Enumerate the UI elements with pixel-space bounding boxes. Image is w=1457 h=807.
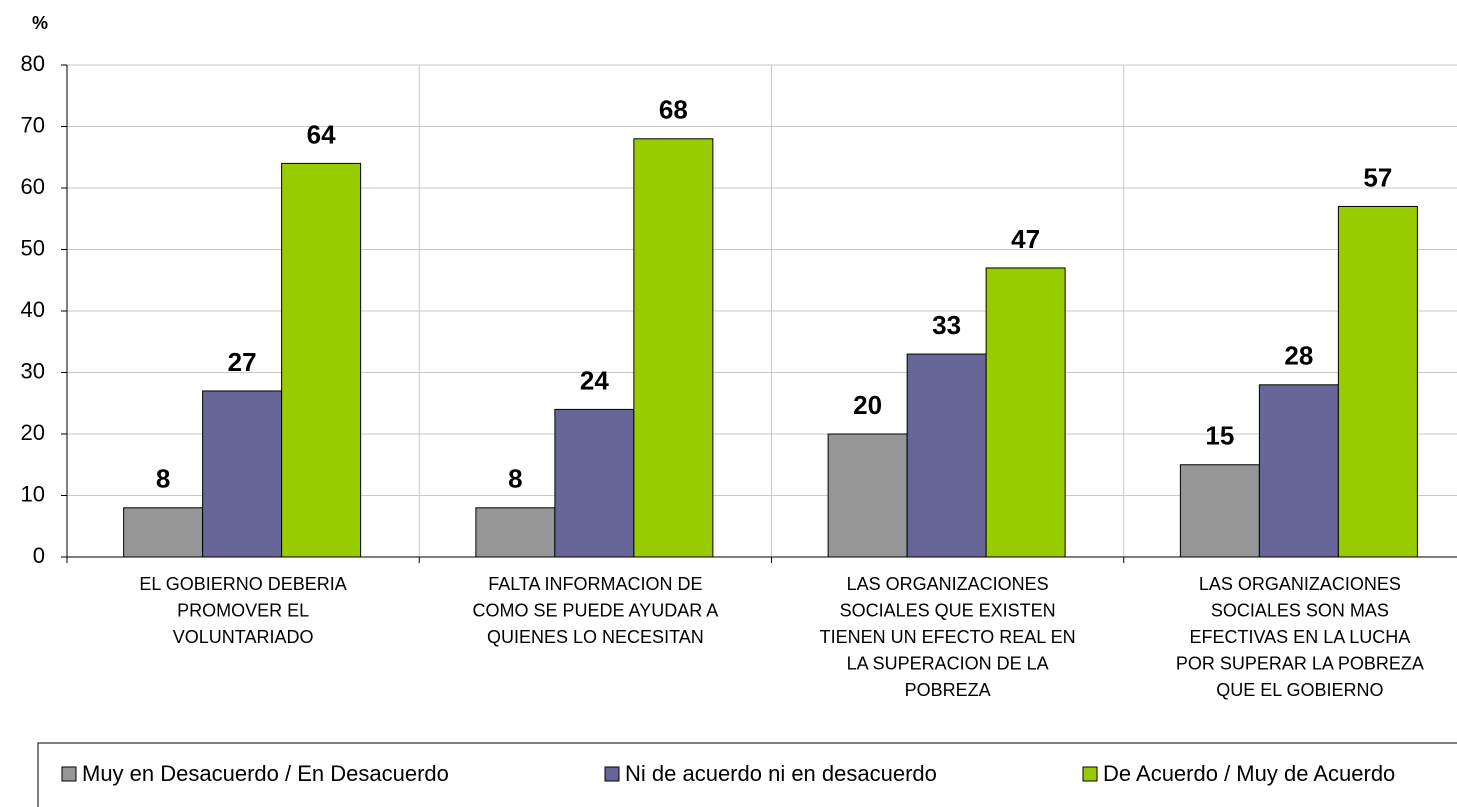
bar xyxy=(202,390,283,558)
data-label: 27 xyxy=(228,347,257,377)
data-label: 15 xyxy=(1205,421,1234,451)
legend-swatch xyxy=(604,766,620,782)
bar xyxy=(554,408,635,558)
x-tick-label-line: TIENEN UN EFECTO REAL EN xyxy=(820,627,1076,647)
x-tick-label-line: FALTA INFORMACION DE xyxy=(488,574,702,594)
y-tick-label: 50 xyxy=(21,235,45,260)
bar xyxy=(1258,384,1339,558)
x-tick-label: EL GOBIERNO DEBERIA PROMOVER EL VOLUNTARIA… xyxy=(139,574,346,647)
x-tick-label-line: EFECTIVAS EN LA LUCHA xyxy=(1190,627,1411,647)
data-label: 8 xyxy=(156,464,170,494)
data-label: 47 xyxy=(1011,224,1040,254)
data-label: 28 xyxy=(1284,341,1313,371)
x-tick-label-line: VOLUNTARIADO xyxy=(173,627,314,647)
x-tick-label-line: LA SUPERACION DE LA xyxy=(847,653,1049,673)
y-axis-label: % xyxy=(32,13,48,33)
legend-swatch xyxy=(61,766,77,782)
x-tick-label-line: EL GOBIERNO DEBERIA xyxy=(139,574,346,594)
x-tick-label-line: QUIENES LO NECESITAN xyxy=(487,627,704,647)
legend-label: De Acuerdo / Muy de Acuerdo xyxy=(1103,761,1395,786)
data-label: 64 xyxy=(307,119,336,149)
y-tick-label: 0 xyxy=(33,543,45,568)
y-tick-label: 40 xyxy=(21,297,45,322)
x-tick-label-line: PROMOVER EL xyxy=(177,600,309,620)
x-tick-label-line: QUE EL GOBIERNO xyxy=(1216,680,1383,700)
data-label: 33 xyxy=(932,310,961,340)
x-tick-label: LAS ORGANIZACIONES SOCIALES SON MAS EFECTI… xyxy=(1176,574,1424,700)
bar xyxy=(475,507,556,558)
bar xyxy=(906,353,987,558)
bar xyxy=(633,138,714,558)
bar xyxy=(1179,464,1260,558)
y-tick-label: 60 xyxy=(21,174,45,199)
x-tick-label-line: COMO SE PUEDE AYUDAR A xyxy=(473,600,719,620)
y-tick-label: 30 xyxy=(21,358,45,383)
y-tick-label: 20 xyxy=(21,420,45,445)
x-tick-label-line: SOCIALES QUE EXISTEN xyxy=(840,600,1056,620)
y-tick-label: 80 xyxy=(21,51,45,76)
data-label: 68 xyxy=(659,95,688,125)
data-label: 57 xyxy=(1363,162,1392,192)
bar xyxy=(281,162,362,558)
x-tick-label-line: LAS ORGANIZACIONES xyxy=(1199,574,1401,594)
x-tick-label: LAS ORGANIZACIONES SOCIALES QUE EXISTEN TI… xyxy=(820,574,1076,700)
x-tick-label-line: POBREZA xyxy=(905,680,991,700)
bar xyxy=(1337,205,1418,558)
data-label: 20 xyxy=(853,390,882,420)
legend-label: Muy en Desacuerdo / En Desacuerdo xyxy=(82,761,449,786)
bar xyxy=(827,433,908,558)
legend-box xyxy=(37,742,1457,807)
x-tick-label: FALTA INFORMACION DE COMO SE PUEDE AYUDAR… xyxy=(473,574,719,647)
data-label: 8 xyxy=(508,464,522,494)
y-tick-label: 10 xyxy=(21,481,45,506)
data-label: 24 xyxy=(580,365,609,395)
x-tick-label-line: POR SUPERAR LA POBREZA xyxy=(1176,653,1424,673)
legend-label: Ni de acuerdo ni en desacuerdo xyxy=(625,761,937,786)
y-tick-label: 70 xyxy=(21,112,45,137)
x-tick-label-line: SOCIALES SON MAS xyxy=(1211,600,1389,620)
bar xyxy=(985,267,1066,558)
legend-swatch xyxy=(1082,766,1098,782)
bar xyxy=(123,507,204,558)
x-tick-label-line: LAS ORGANIZACIONES xyxy=(847,574,1049,594)
